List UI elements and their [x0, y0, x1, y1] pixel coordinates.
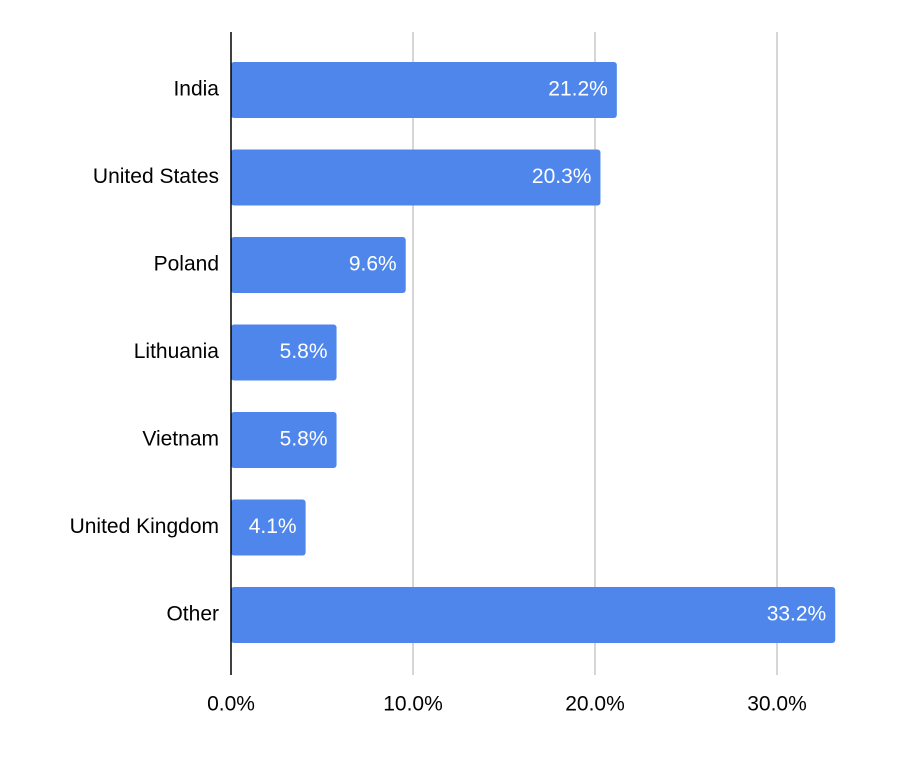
category-label: United Kingdom: [70, 515, 219, 538]
x-tick-label: 0.0%: [207, 693, 255, 716]
gridlines: [412, 32, 778, 675]
data-label: 33.2%: [767, 603, 827, 626]
x-tick-label: 10.0%: [383, 693, 443, 716]
category-label: Poland: [154, 253, 219, 276]
category-label: Vietnam: [142, 428, 219, 451]
bars: [231, 62, 836, 643]
data-label: 5.8%: [280, 340, 328, 363]
bar: [231, 587, 836, 643]
x-tick-label: 30.0%: [747, 693, 807, 716]
category-label: Lithuania: [134, 340, 220, 363]
bar: [231, 149, 601, 206]
data-label: 9.6%: [349, 253, 397, 276]
bar: [231, 499, 306, 556]
category-label: Other: [166, 603, 219, 626]
category-label: India: [173, 78, 219, 101]
category-label: United States: [93, 165, 219, 188]
x-tick-label: 20.0%: [565, 693, 625, 716]
labels: 0.0% 10.0% 20.0% 30.0% India 21.2% United Stat…: [70, 78, 827, 716]
bar: [231, 62, 617, 118]
data-label: 21.2%: [548, 78, 608, 101]
bar: [231, 412, 337, 468]
data-label: 5.8%: [280, 428, 328, 451]
bar: [231, 324, 337, 381]
bar: [231, 237, 406, 293]
data-label: 20.3%: [532, 165, 592, 188]
data-label: 4.1%: [249, 515, 297, 538]
